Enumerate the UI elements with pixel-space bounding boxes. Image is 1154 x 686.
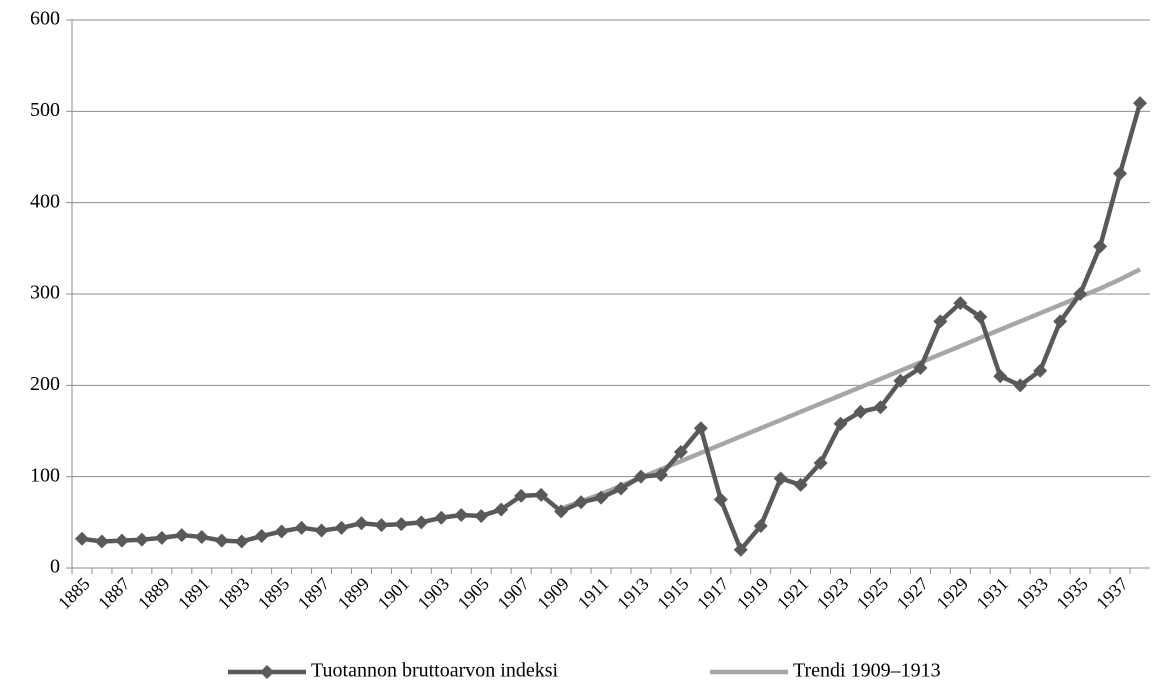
x-tick-label: 1925 xyxy=(853,574,893,614)
x-tick-label: 1915 xyxy=(653,574,693,614)
x-tick-label: 1905 xyxy=(453,574,493,614)
x-tick-label: 1933 xyxy=(1012,574,1052,614)
point xyxy=(613,481,628,496)
point xyxy=(174,528,189,543)
point xyxy=(693,421,708,436)
point xyxy=(74,531,89,546)
point xyxy=(833,416,848,431)
point xyxy=(973,309,988,324)
point xyxy=(773,471,788,486)
point xyxy=(853,404,868,419)
point xyxy=(474,508,489,523)
point xyxy=(753,518,768,533)
point xyxy=(673,445,688,460)
point xyxy=(653,467,668,482)
x-tick-label: 1929 xyxy=(932,574,972,614)
point xyxy=(1033,363,1048,378)
point xyxy=(394,517,409,532)
x-tick-label: 1897 xyxy=(294,574,334,614)
x-tick-label: 1913 xyxy=(613,574,653,614)
x-tick-label: 1935 xyxy=(1052,574,1092,614)
point xyxy=(554,504,569,519)
series-line xyxy=(560,267,1142,511)
x-tick-label: 1931 xyxy=(972,574,1012,614)
point xyxy=(1013,378,1028,393)
point xyxy=(294,520,309,535)
legend-label: Trendi 1909–1913 xyxy=(793,660,941,682)
y-tick-label: 600 xyxy=(30,8,60,30)
point xyxy=(374,518,389,533)
point xyxy=(194,529,209,544)
y-tick-label: 400 xyxy=(30,190,60,212)
point xyxy=(314,523,329,538)
point xyxy=(594,490,609,505)
point xyxy=(214,533,229,548)
series-line xyxy=(81,102,1143,552)
y-tick-label: 200 xyxy=(30,373,60,395)
x-tick-label: 1921 xyxy=(773,574,813,614)
point xyxy=(574,495,589,510)
point xyxy=(414,515,429,530)
point xyxy=(1133,96,1148,111)
point xyxy=(1093,239,1108,254)
x-tick-label: 1895 xyxy=(254,574,294,614)
legend-marker xyxy=(260,665,274,679)
y-tick-label: 500 xyxy=(30,99,60,121)
point xyxy=(893,373,908,388)
x-tick-label: 1909 xyxy=(533,574,573,614)
legend-label: Tuotannon bruttoarvon indeksi xyxy=(311,660,558,682)
x-tick-label: 1903 xyxy=(413,574,453,614)
point xyxy=(354,516,369,531)
point xyxy=(494,502,509,517)
x-tick-label: 1891 xyxy=(174,574,214,614)
point xyxy=(933,314,948,329)
point xyxy=(434,510,449,525)
point xyxy=(1053,314,1068,329)
point xyxy=(134,532,149,547)
x-tick-label: 1937 xyxy=(1092,574,1132,614)
point xyxy=(873,400,888,415)
point xyxy=(633,469,648,484)
x-tick-label: 1927 xyxy=(893,574,933,614)
y-tick-label: 300 xyxy=(30,282,60,304)
x-tick-label: 1893 xyxy=(214,574,254,614)
x-tick-label: 1919 xyxy=(733,574,773,614)
point xyxy=(254,529,269,544)
point xyxy=(334,520,349,535)
point xyxy=(114,533,129,548)
point xyxy=(274,524,289,539)
point xyxy=(813,455,828,470)
point xyxy=(953,296,968,311)
point xyxy=(1113,166,1128,181)
point xyxy=(793,477,808,492)
point xyxy=(733,542,748,557)
x-tick-label: 1899 xyxy=(334,574,374,614)
point xyxy=(913,360,928,375)
x-tick-label: 1887 xyxy=(94,574,134,614)
point xyxy=(1073,287,1088,301)
point xyxy=(234,534,249,549)
x-tick-label: 1889 xyxy=(134,574,174,614)
point xyxy=(94,534,109,549)
y-tick-label: 0 xyxy=(50,556,60,578)
point xyxy=(454,508,469,523)
x-tick-label: 1885 xyxy=(54,574,94,614)
point xyxy=(534,487,549,502)
x-tick-label: 1917 xyxy=(693,574,733,614)
point xyxy=(514,488,529,503)
x-tick-label: 1923 xyxy=(813,574,853,614)
x-tick-label: 1911 xyxy=(574,574,613,613)
x-tick-label: 1907 xyxy=(493,574,533,614)
point xyxy=(713,492,728,507)
point xyxy=(154,530,169,545)
x-tick-label: 1901 xyxy=(374,574,414,614)
point xyxy=(993,369,1008,384)
y-tick-label: 100 xyxy=(30,464,60,486)
